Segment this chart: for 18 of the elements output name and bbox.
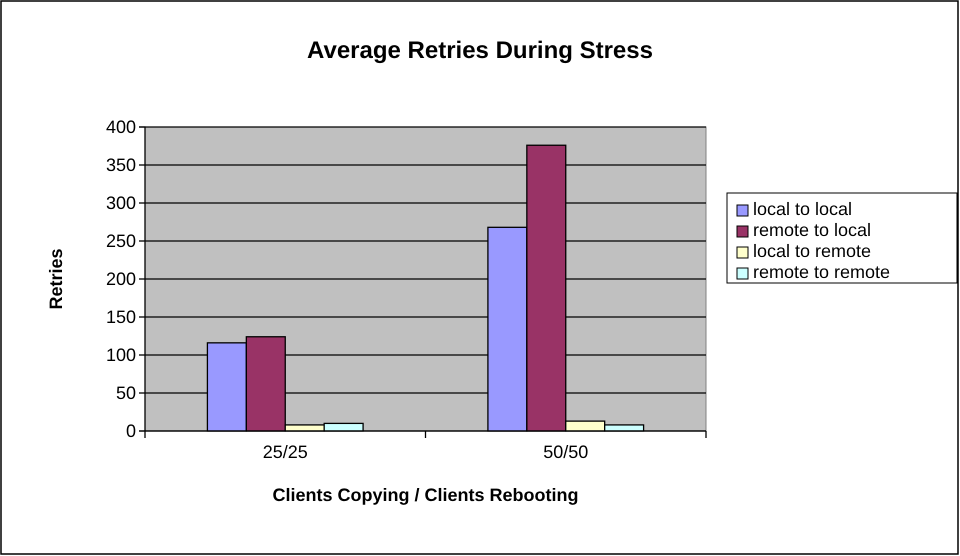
legend-label: remote to remote bbox=[753, 262, 890, 282]
y-tick-label: 50 bbox=[116, 382, 136, 403]
y-tick-label: 200 bbox=[106, 268, 136, 289]
y-tick-label: 400 bbox=[106, 116, 136, 137]
y-tick-label: 300 bbox=[106, 192, 136, 213]
y-axis-title: Retries bbox=[46, 248, 66, 310]
y-tick-label: 100 bbox=[106, 344, 136, 365]
chart-title: Average Retries During Stress bbox=[307, 37, 653, 64]
y-tick-label: 250 bbox=[106, 230, 136, 251]
x-axis-title: Clients Copying / Clients Rebooting bbox=[272, 485, 578, 505]
legend-label: local to local bbox=[753, 199, 852, 219]
x-tick-label: 25/25 bbox=[262, 442, 308, 462]
y-tick-label: 0 bbox=[126, 420, 136, 441]
legend-label: local to remote bbox=[753, 241, 872, 261]
y-tick-label: 350 bbox=[106, 154, 136, 175]
legend-label: remote to local bbox=[753, 220, 872, 240]
y-tick-label: 150 bbox=[106, 306, 136, 327]
x-tick-label: 50/50 bbox=[543, 442, 588, 462]
